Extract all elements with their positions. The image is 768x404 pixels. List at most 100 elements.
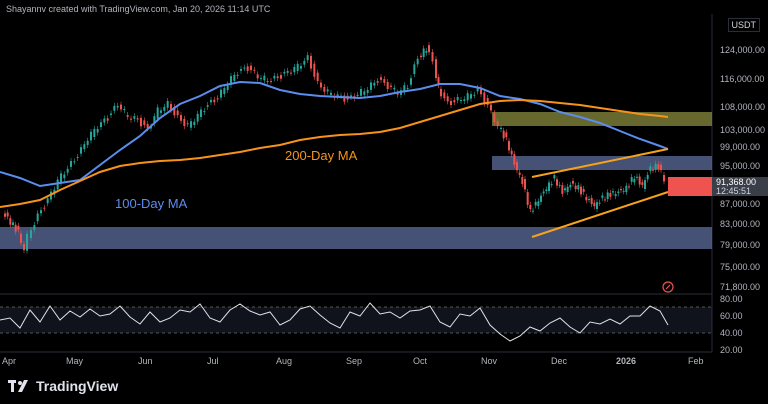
candle-body bbox=[553, 175, 556, 179]
time-tick: 2026 bbox=[616, 356, 636, 366]
ma200-line bbox=[0, 98, 669, 208]
candle-body bbox=[450, 101, 452, 106]
candle-body bbox=[510, 150, 513, 155]
candle-body bbox=[558, 184, 561, 186]
candle-body bbox=[476, 87, 479, 92]
candle-body bbox=[203, 111, 206, 113]
candle-body bbox=[70, 161, 72, 167]
current-price: 91,368.00 bbox=[716, 177, 756, 187]
candle-body bbox=[657, 164, 660, 169]
candle-body bbox=[460, 100, 462, 102]
rsi-line bbox=[0, 302, 669, 342]
candle-body bbox=[196, 113, 199, 122]
rsi-axis[interactable]: 80.00 60.00 40.00 20.00 bbox=[720, 294, 743, 355]
candle-body bbox=[6, 212, 9, 217]
current-price-tag-axis-bg bbox=[712, 177, 768, 196]
candle-body bbox=[569, 184, 572, 188]
candle-body bbox=[223, 88, 226, 95]
candle-body bbox=[103, 118, 106, 123]
candle-body bbox=[66, 168, 69, 173]
candle-body bbox=[360, 89, 362, 96]
price-tick: 103,000.00 bbox=[720, 125, 765, 135]
price-tick: 79,000.00 bbox=[720, 240, 760, 250]
candle-body bbox=[186, 123, 189, 125]
candle-body bbox=[256, 74, 259, 79]
candle-body bbox=[83, 144, 86, 150]
candle-body bbox=[480, 87, 482, 95]
time-tick: Feb bbox=[688, 356, 704, 366]
channel-upper-line bbox=[531, 148, 669, 178]
price-tick: 124,000.00 bbox=[720, 45, 765, 55]
candle-body bbox=[313, 63, 316, 77]
candle-body bbox=[383, 79, 386, 83]
candle-body bbox=[96, 128, 99, 133]
price-tick: 75,000.00 bbox=[720, 262, 760, 272]
candle-body bbox=[170, 103, 172, 111]
candle-body bbox=[240, 69, 242, 71]
candle-body bbox=[393, 87, 396, 90]
candle-body bbox=[290, 72, 292, 74]
candle-body bbox=[532, 210, 534, 212]
price-tick: 116,000.00 bbox=[720, 74, 764, 84]
candle-body bbox=[502, 130, 505, 139]
candle-body bbox=[463, 99, 466, 101]
candle-body bbox=[574, 185, 577, 190]
candle-body bbox=[250, 65, 252, 71]
candle-body bbox=[363, 91, 366, 95]
candle-body bbox=[654, 163, 657, 170]
candle-body bbox=[143, 120, 146, 125]
time-tick: Sep bbox=[346, 356, 362, 366]
candle-body bbox=[206, 105, 209, 107]
candle-body bbox=[641, 182, 644, 185]
tradingview-brand[interactable]: TradingView bbox=[8, 378, 118, 394]
candle-body bbox=[260, 78, 262, 80]
time-tick: Oct bbox=[413, 356, 428, 366]
candle-body bbox=[56, 179, 59, 190]
candle-body bbox=[60, 173, 62, 183]
currency-unit[interactable]: USDT bbox=[727, 18, 760, 32]
support-zone bbox=[0, 227, 712, 249]
candle-body bbox=[300, 66, 302, 69]
candle-body bbox=[33, 225, 36, 230]
candle-body bbox=[386, 81, 389, 89]
candle-body bbox=[40, 210, 42, 214]
candle-body bbox=[614, 194, 617, 197]
tradingview-logo-icon bbox=[8, 380, 30, 392]
candle-body bbox=[280, 75, 282, 79]
time-tick: Jul bbox=[207, 356, 219, 366]
alert-icon[interactable] bbox=[662, 281, 674, 293]
candle-body bbox=[545, 189, 548, 192]
candle-body bbox=[529, 204, 532, 210]
time-tick: Aug bbox=[276, 356, 292, 366]
candle-body bbox=[580, 186, 582, 195]
bar-countdown: 12:45:51 bbox=[716, 186, 751, 196]
candle-body bbox=[343, 95, 346, 102]
candle-body bbox=[166, 101, 169, 108]
candle-body bbox=[622, 190, 625, 192]
chart-caption: Shayannv created with TradingView.com, J… bbox=[6, 4, 271, 14]
candle-body bbox=[473, 94, 476, 96]
candle-body bbox=[216, 98, 219, 100]
candle-body bbox=[76, 157, 79, 159]
candle-body bbox=[4, 213, 6, 217]
candle-body bbox=[628, 186, 630, 188]
ma100-label: 100-Day MA bbox=[115, 196, 188, 211]
candle-body bbox=[428, 45, 430, 53]
candle-body bbox=[548, 182, 550, 191]
candle-body bbox=[12, 222, 14, 225]
candle-body bbox=[380, 77, 382, 80]
time-axis[interactable]: Apr May Jun Jul Aug Sep Oct Nov Dec 2026… bbox=[2, 356, 704, 366]
current-price-tag-bg bbox=[668, 177, 712, 196]
candle-body bbox=[446, 96, 449, 102]
candle-body bbox=[440, 88, 442, 97]
candle-body bbox=[652, 169, 654, 171]
candle-body bbox=[316, 72, 319, 82]
price-axis[interactable]: 124,000.00 116,000.00 108,000.00 103,000… bbox=[720, 45, 765, 292]
candle-body bbox=[163, 106, 166, 111]
candle-body bbox=[73, 161, 76, 163]
candle-body bbox=[293, 66, 296, 73]
candle-body bbox=[496, 121, 499, 127]
ma200-label: 200-Day MA bbox=[285, 148, 358, 163]
candle-body bbox=[370, 82, 372, 90]
